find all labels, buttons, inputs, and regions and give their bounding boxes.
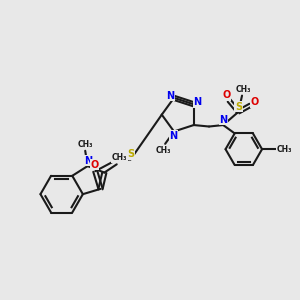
Text: O: O	[222, 90, 230, 100]
Text: N: N	[193, 97, 201, 107]
Text: O: O	[91, 160, 99, 170]
Text: O: O	[250, 98, 259, 107]
Text: CH₃: CH₃	[277, 145, 292, 154]
Text: N: N	[167, 91, 175, 100]
Text: CH₃: CH₃	[235, 85, 251, 94]
Text: N: N	[169, 131, 178, 141]
Text: CH₃: CH₃	[112, 153, 128, 162]
Text: CH₃: CH₃	[77, 140, 93, 149]
Text: N: N	[219, 115, 227, 125]
Text: S: S	[235, 102, 242, 112]
Text: S: S	[128, 149, 135, 159]
Text: N: N	[84, 156, 92, 166]
Text: CH₃: CH₃	[156, 146, 171, 155]
